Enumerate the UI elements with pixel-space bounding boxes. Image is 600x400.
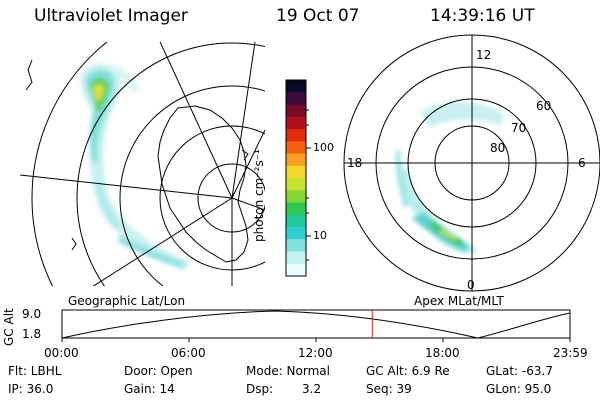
polar-map — [343, 34, 600, 292]
time-label: 14:39:16 UT — [430, 6, 535, 26]
orbit-xtick-1: 06:00 — [171, 346, 206, 360]
glon-info: GLon: 95.0 — [486, 382, 552, 396]
mode-info: Mode: Normal — [246, 364, 330, 378]
colorbar-stripe — [286, 165, 306, 179]
seq-info: Seq: 39 — [366, 382, 412, 396]
colorbar-stripe — [286, 92, 306, 106]
orbit-ymax: 9.0 — [22, 307, 42, 321]
mlt-label-12: 12 — [476, 48, 492, 62]
geographic-caption: Geographic Lat/Lon — [68, 294, 186, 308]
aurora-emission-left — [80, 63, 190, 270]
colorbar-stripe — [286, 116, 306, 130]
colorbar-stripe — [286, 214, 306, 228]
date-label: 19 Oct 07 — [276, 6, 360, 26]
colorbar-stripe — [286, 153, 306, 167]
dsp-value: 3.2 — [302, 382, 322, 396]
colorbar-stripe — [286, 251, 306, 265]
orbit-xtick-3: 18:00 — [425, 346, 460, 360]
mlt-label-0: 0 — [467, 278, 475, 292]
colorbar-stripe — [286, 227, 306, 240]
colorbar-stripe — [286, 239, 306, 253]
colorbar-unit-label: photon cm⁻²s⁻¹ — [252, 149, 266, 242]
colorbar-stripe — [286, 190, 306, 204]
orbit-xtick-2: 12:00 — [298, 346, 333, 360]
colorbar-stripe — [286, 178, 306, 191]
colorbar-stripe — [286, 263, 306, 277]
geographic-map — [20, 42, 265, 286]
gc-alt-info: GC Alt: 6.9 Re — [366, 364, 450, 378]
orbit-ylabel: GC Alt — [2, 308, 16, 346]
colorbar-stripe — [286, 104, 306, 118]
ip-info: IP: 36.0 — [8, 382, 54, 396]
colorbar-tick-100: 100 — [313, 141, 334, 154]
altitude-curve — [61, 310, 571, 339]
colorbar-stripe — [286, 202, 306, 216]
mlt-label-18: 18 — [347, 156, 363, 170]
colorbar-stripe — [286, 129, 306, 142]
lat-lon-grid — [20, 42, 265, 286]
orbit-xtick-0: 00:00 — [44, 346, 79, 360]
coastline — [157, 105, 249, 263]
gain-info: Gain: 14 — [124, 382, 175, 396]
mlat-label-80: 80 — [490, 141, 506, 155]
door-info: Door: Open — [124, 364, 193, 378]
orbit-xtick-4: 23:59 — [553, 346, 588, 360]
glat-info: GLat: -63.7 — [486, 364, 553, 378]
colorbar-stripe — [286, 80, 306, 93]
instrument-title: Ultraviolet Imager — [34, 6, 188, 26]
colorbar — [285, 79, 311, 277]
colorbar-tick-10: 10 — [313, 229, 327, 242]
dsp-label: Dsp: — [246, 382, 274, 396]
mlat-label-70: 70 — [511, 121, 527, 135]
mlt-label-6: 6 — [578, 156, 586, 170]
filter-info: Flt: LBHL — [8, 364, 62, 378]
apex-caption: Apex MLat/MLT — [414, 294, 504, 308]
aurora-emission-right — [395, 101, 504, 254]
orbit-altitude-plot — [61, 309, 571, 342]
colorbar-stripe — [286, 141, 306, 155]
mlat-label-60: 60 — [536, 99, 552, 113]
orbit-ymin: 1.8 — [22, 327, 42, 341]
